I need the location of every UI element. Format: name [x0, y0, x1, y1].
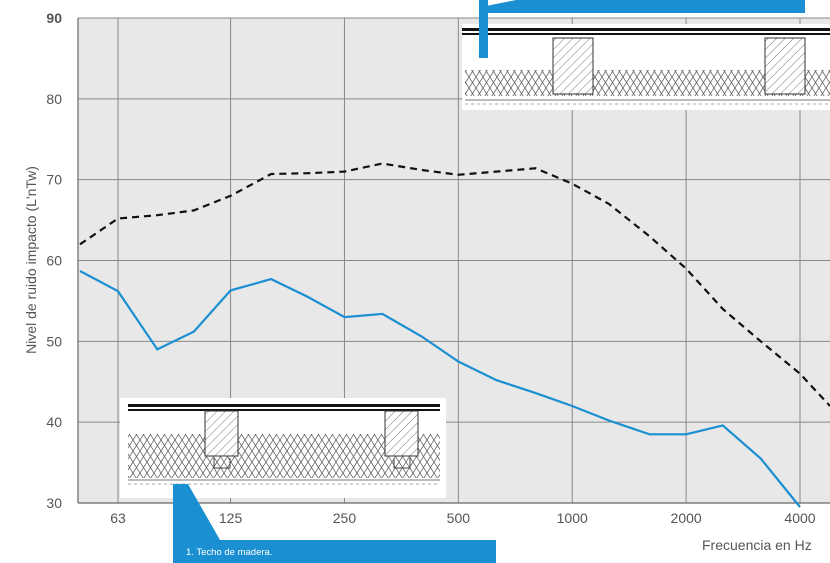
- grid: [77, 17, 830, 504]
- x-tick-label: 125: [219, 510, 243, 526]
- callout-bottom: 1. Techo de madera.: [173, 484, 496, 563]
- y-axis-title: Nivel de ruido impacto (L'nTw): [23, 166, 39, 354]
- section-drawing-bottom: [120, 398, 446, 498]
- x-tick-label: 2000: [671, 510, 702, 526]
- x-tick-label: 500: [447, 510, 471, 526]
- series-line-dashed: [79, 162, 830, 407]
- x-tick-label: 1000: [557, 510, 588, 526]
- y-tick-label: 50: [46, 333, 62, 349]
- callout-top: [478, 0, 805, 58]
- x-axis-title: Frecuencia en Hz: [702, 537, 812, 553]
- y-tick-label: 90: [46, 10, 62, 26]
- x-tick-label: 63: [110, 510, 126, 526]
- y-tick-label: 70: [46, 172, 62, 188]
- x-tick-label: 4000: [784, 510, 815, 526]
- y-tick-labels: 90 80 70 60 50 40 30: [46, 10, 62, 511]
- y-tick-label: 40: [46, 414, 62, 430]
- y-tick-label: 30: [46, 495, 62, 511]
- x-tick-label: 250: [333, 510, 357, 526]
- x-tick-labels: 63 125 250 500 1000 2000 4000: [110, 510, 816, 526]
- y-tick-label: 60: [46, 253, 62, 269]
- section-drawing-top: [462, 24, 830, 110]
- y-tick-label: 80: [46, 91, 62, 107]
- series-line-solid: [79, 270, 801, 508]
- annotation-text: 1. Techo de madera.: [186, 547, 272, 558]
